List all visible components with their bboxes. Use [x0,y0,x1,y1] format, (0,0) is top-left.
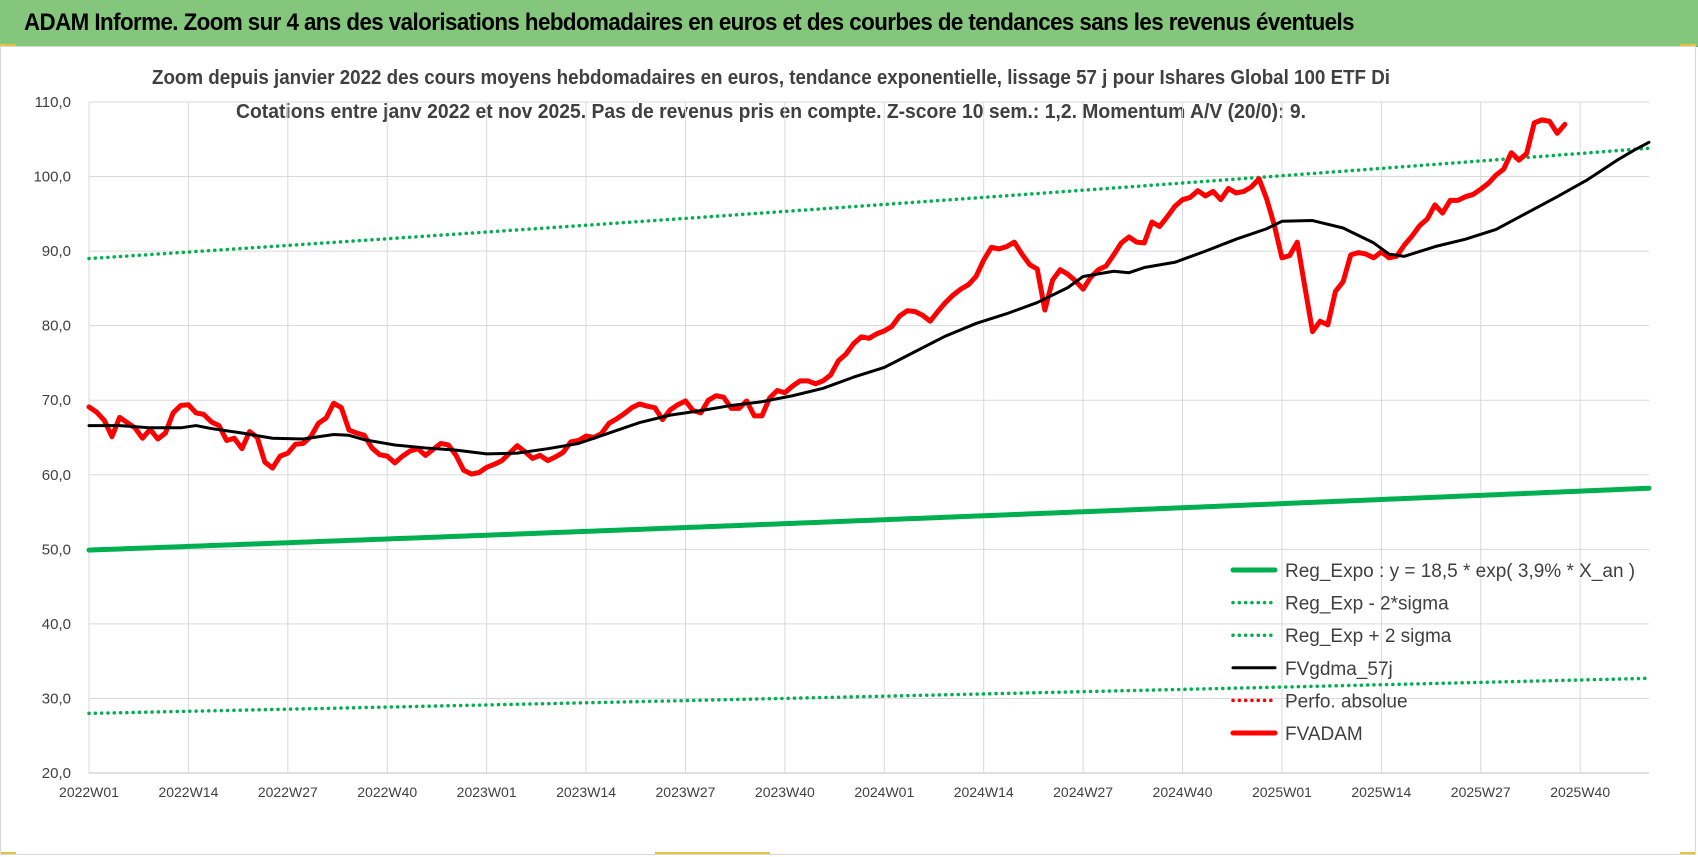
x-tick-label: 2022W40 [357,784,417,800]
x-axis-ticks: 2022W01 2022W14 2022W27 2022W40 2023W01 2023W… [59,784,1610,800]
corner-mark-bottom-center [655,852,770,855]
y-axis-ticks: 20,0 30,0 40,0 50,0 60,0 70,0 80,0 90,0 100,0 110… [33,94,71,782]
y-tick-label: 30,0 [42,690,71,707]
series-line-fvgdma [87,140,1651,456]
y-tick-label: 100,0 [33,169,71,186]
x-tick-label: 2025W14 [1351,784,1411,800]
series-lines [86,117,1652,716]
legend: Reg_Expo : y = 18,5 * exp( 3,9% * X_an )… [1230,561,1635,745]
chart-title-line2: Cotations entre janv 2022 et nov 2025. P… [236,101,1306,123]
x-tick-label: 2025W01 [1252,784,1312,800]
x-tick-label: 2023W14 [556,784,616,800]
chart-title-line1: Zoom depuis janvier 2022 des cours moyen… [152,67,1390,89]
x-tick-label: 2023W01 [457,784,517,800]
legend-label-perfo: Perfo. absolue [1285,691,1408,712]
series-line-reg_plus [87,146,1651,261]
corner-mark-bottom-right [1680,852,1696,855]
series-line-reg_expo [86,485,1652,553]
x-tick-label: 2023W27 [656,784,716,800]
y-tick-label: 110,0 [35,94,71,111]
corner-mark-top-right [1680,44,1696,47]
y-tick-label: 90,0 [42,243,71,260]
line-chart: Zoom depuis janvier 2022 des cours moyen… [33,67,1652,800]
x-tick-label: 2024W40 [1153,784,1213,800]
x-tick-label: 2022W27 [258,784,318,800]
legend-label-fvgdma: FVgdma_57j [1285,659,1393,680]
y-tick-label: 80,0 [42,318,71,335]
series-line-fvadam [86,117,1568,477]
x-tick-label: 2024W01 [854,784,914,800]
grid-lines [88,101,1649,774]
x-tick-label: 2024W27 [1053,784,1113,800]
x-tick-label: 2024W14 [954,784,1014,800]
y-tick-label: 40,0 [42,616,71,633]
legend-label-reg_plus: Reg_Exp + 2 sigma [1285,626,1452,647]
legend-label-reg_minus: Reg_Exp - 2*sigma [1285,594,1449,615]
y-tick-label: 50,0 [42,541,71,558]
corner-mark-bottom-left [0,852,16,855]
legend-label-fvadam: FVADAM [1285,724,1363,745]
chart-area: Zoom depuis janvier 2022 des cours moyen… [0,46,1696,855]
series-line-reg_minus [87,676,1651,716]
x-tick-label: 2025W40 [1550,784,1610,800]
y-tick-label: 70,0 [42,392,71,409]
x-tick-label: 2022W01 [59,784,119,800]
header-bar: ADAM Informe. Zoom sur 4 ans des valoris… [0,0,1698,47]
corner-mark-top-left [0,44,16,47]
y-tick-label: 20,0 [42,765,71,782]
x-tick-label: 2025W27 [1451,784,1511,800]
header-title: ADAM Informe. Zoom sur 4 ans des valoris… [24,9,1355,36]
x-tick-label: 2023W40 [755,784,815,800]
y-tick-label: 60,0 [42,467,71,484]
legend-label-reg_expo: Reg_Expo : y = 18,5 * exp( 3,9% * X_an ) [1285,561,1635,582]
x-tick-label: 2022W14 [158,784,218,800]
